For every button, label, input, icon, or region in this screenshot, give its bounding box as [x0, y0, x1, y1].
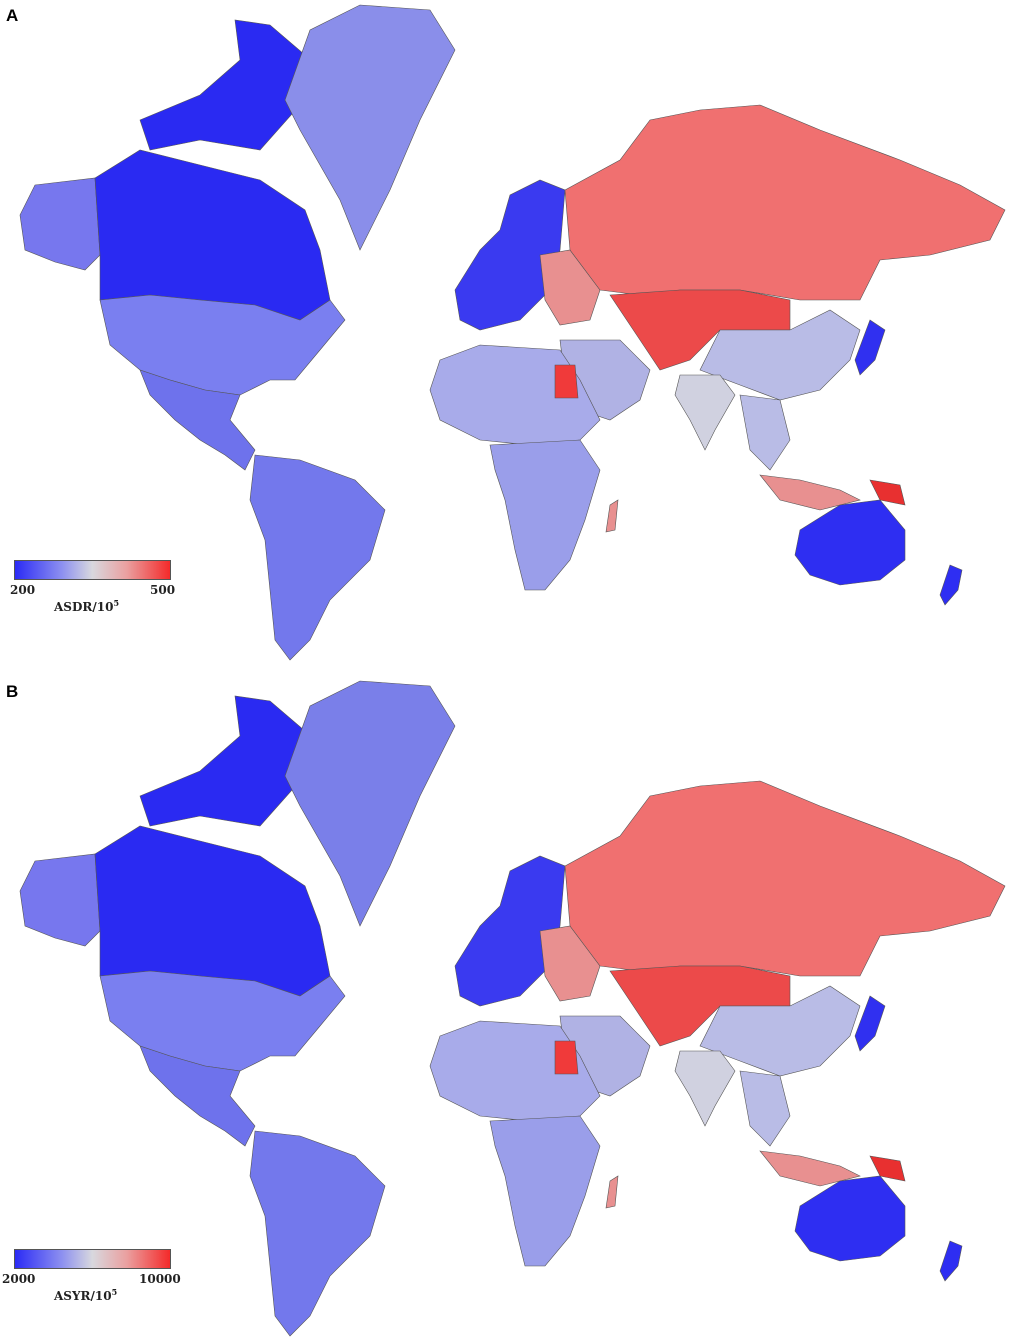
new-zealand-region [939, 564, 963, 606]
legend-title: ASYR/105 [54, 1287, 118, 1303]
egypt-region [554, 364, 579, 399]
papua-new-guinea-region [869, 479, 906, 506]
canada-region [94, 825, 331, 997]
japan-region [854, 995, 886, 1052]
world-map-asdr [19, 4, 1006, 661]
alaska-region [19, 853, 101, 947]
canada-region [94, 149, 331, 321]
madagascar-region [605, 499, 619, 533]
indonesia-region [759, 474, 861, 511]
western-europe-region [454, 179, 566, 331]
mexico-central-america-region [139, 369, 256, 471]
egypt-region [554, 1040, 579, 1075]
world-map-asyr [19, 680, 1006, 1337]
legend-max-label: 10000 [139, 1272, 181, 1286]
legend: 200 500 ASDR/105 [10, 560, 176, 614]
euro-e-region [605, 1175, 619, 1209]
japan-region [854, 319, 886, 376]
legend-min-label: 2000 [2, 1272, 36, 1286]
afs-region [489, 1115, 601, 1267]
aus-region [794, 1175, 906, 1262]
south-africa-region [489, 439, 601, 591]
legend-title: ASDR/105 [54, 598, 120, 614]
canada-region [139, 695, 306, 827]
aus-region [939, 1240, 963, 1282]
panel-b: B 2000 10000 ASYR/105 [0, 676, 1020, 1339]
panel-letter: A [6, 6, 19, 25]
india-region [674, 1050, 736, 1127]
mexico-region [139, 1045, 256, 1147]
color-scale-bar [14, 1249, 171, 1269]
sa-region [249, 1130, 386, 1337]
india-region [674, 374, 736, 451]
euro-e-region [759, 1150, 861, 1187]
legend-min-label: 200 [10, 583, 36, 597]
greenland-b-region [284, 680, 456, 927]
russia-region [564, 104, 1006, 301]
southeast-asia-region [739, 394, 791, 471]
panel-a: A [0, 0, 1020, 665]
greenland-region [284, 4, 456, 251]
legend-max-label: 500 [150, 583, 176, 597]
alaska-region [19, 177, 101, 271]
legend: 2000 10000 ASYR/105 [2, 1249, 181, 1303]
color-scale-bar [14, 560, 171, 580]
panel-letter: B [6, 682, 19, 701]
australia-region [794, 499, 906, 586]
euro-w-region [454, 855, 566, 1007]
png-region [869, 1155, 906, 1182]
south-america-region [249, 454, 386, 661]
arctic-islands [139, 19, 306, 151]
russia-region [564, 780, 1006, 977]
china-region [739, 1070, 791, 1147]
